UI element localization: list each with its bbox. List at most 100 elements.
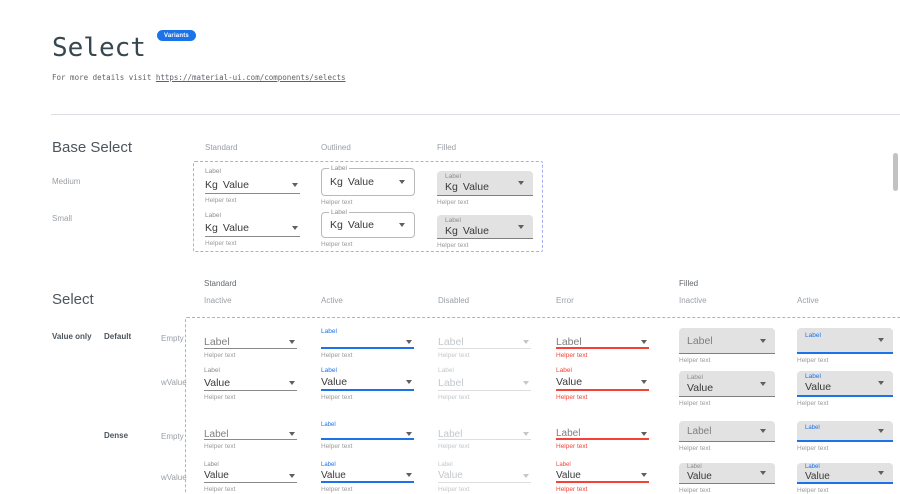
row-label-default: Default bbox=[104, 332, 132, 341]
floating-label: Label bbox=[205, 212, 221, 219]
dropdown-arrow-icon bbox=[289, 340, 295, 344]
state-header-filled-active: Active bbox=[797, 296, 819, 305]
state-header-active: Active bbox=[321, 296, 343, 305]
group-header-standard: Standard bbox=[204, 279, 237, 288]
dropdown-arrow-icon bbox=[641, 473, 647, 477]
outlined-label: Label bbox=[329, 209, 349, 216]
helper-text: Helper text bbox=[205, 240, 237, 247]
select-filled-inactive-wvalue[interactable]: Label Value Helper text bbox=[679, 371, 775, 407]
helper-text: Helper text bbox=[797, 357, 829, 364]
dropdown-arrow-icon bbox=[760, 429, 766, 433]
helper-text: Helper text bbox=[204, 352, 236, 359]
adornment: Kg bbox=[330, 176, 343, 188]
floating-label: Label bbox=[321, 422, 336, 428]
column-header-standard: Standard bbox=[205, 143, 238, 152]
dropdown-arrow-icon bbox=[523, 432, 529, 436]
select-standard-medium[interactable]: Label Kg Value Helper text bbox=[205, 167, 300, 204]
state-header-inactive: Inactive bbox=[204, 296, 232, 305]
select-value: Value bbox=[687, 381, 714, 394]
helper-text: Helper text bbox=[204, 443, 236, 450]
helper-text: Helper text bbox=[321, 486, 353, 493]
dropdown-arrow-icon bbox=[760, 471, 766, 475]
select-value: Kg Value bbox=[445, 224, 489, 237]
select-value: Kg Value bbox=[330, 219, 374, 231]
intro-text: For more details visit https://material-… bbox=[52, 73, 346, 82]
floating-label: Label bbox=[687, 373, 703, 381]
select-filled-dense-inactive-wvalue[interactable]: Label Value Helper text bbox=[679, 463, 775, 494]
floating-label: Label bbox=[321, 367, 337, 374]
select-outlined-medium[interactable]: Label Kg Value Helper text bbox=[321, 165, 415, 206]
select-placeholder: Label bbox=[556, 335, 582, 348]
helper-text: Helper text bbox=[797, 487, 829, 494]
state-header-disabled: Disabled bbox=[438, 296, 470, 305]
floating-label: Label bbox=[204, 462, 219, 468]
dropdown-arrow-icon bbox=[518, 181, 524, 185]
select-standard-error-wvalue[interactable]: Label Value Helper text bbox=[556, 366, 649, 401]
helper-text: Helper text bbox=[438, 352, 470, 359]
select-standard-active-wvalue[interactable]: Label Value Helper text bbox=[321, 366, 414, 401]
helper-text: Helper text bbox=[321, 443, 353, 450]
select-filled-medium[interactable]: Label Kg Value Helper text bbox=[437, 171, 533, 206]
floating-label: Label bbox=[321, 462, 336, 468]
select-filled-inactive-empty[interactable]: Label Helper text bbox=[679, 328, 775, 364]
select-dense-inactive-empty[interactable]: Label Helper text bbox=[204, 421, 297, 450]
select-outlined-small[interactable]: Label Kg Value Helper text bbox=[321, 209, 415, 248]
select-dense-active-empty[interactable]: Label Helper text bbox=[321, 421, 414, 450]
select-dense-inactive-wvalue[interactable]: Label Value Helper text bbox=[204, 461, 297, 493]
dropdown-arrow-icon bbox=[289, 473, 295, 478]
select-value: Value bbox=[321, 469, 346, 481]
dropdown-arrow-icon bbox=[878, 428, 884, 433]
select-value: Kg Value bbox=[445, 181, 489, 193]
select-filled-dense-active-wvalue[interactable]: Label Value Helper text bbox=[797, 463, 893, 494]
select-dense-error-wvalue[interactable]: Label Value Helper text bbox=[556, 461, 649, 493]
select-filled-dense-active-empty[interactable]: Label Helper text bbox=[797, 421, 893, 452]
select-filled-active-empty[interactable]: Label Helper text bbox=[797, 328, 893, 364]
select-standard-error-empty[interactable]: Label Helper text bbox=[556, 327, 649, 359]
column-header-filled: Filled bbox=[437, 143, 457, 152]
intro-prefix: For more details visit bbox=[52, 73, 156, 82]
select-placeholder: Label bbox=[556, 428, 581, 439]
select-standard-inactive-empty[interactable]: Label Helper text bbox=[204, 327, 297, 359]
dropdown-arrow-icon bbox=[523, 340, 529, 344]
docs-link[interactable]: https://material-ui.com/components/selec… bbox=[155, 73, 346, 82]
helper-text: Helper text bbox=[438, 486, 470, 493]
select-standard-active-empty[interactable]: Label Helper text bbox=[321, 327, 414, 359]
helper-text: Helper text bbox=[797, 445, 829, 452]
select-filled-small[interactable]: Label Kg Value Helper text bbox=[437, 215, 533, 249]
select-value: Kg Value bbox=[330, 176, 374, 188]
floating-label: Label bbox=[805, 463, 820, 470]
dropdown-arrow-icon bbox=[406, 380, 412, 384]
helper-text: Helper text bbox=[679, 400, 711, 407]
helper-text: Helper text bbox=[556, 486, 588, 493]
select-standard-inactive-wvalue[interactable]: Label Value Helper text bbox=[204, 366, 297, 401]
select-value: Kg Value bbox=[205, 222, 249, 234]
column-header-outlined: Outlined bbox=[321, 143, 351, 152]
row-label-dense: Dense bbox=[104, 431, 129, 440]
select-value: Value bbox=[204, 470, 229, 481]
select-value: Value bbox=[204, 376, 231, 389]
select-standard-small[interactable]: Label Kg Value Helper text bbox=[205, 211, 300, 247]
adornment: Kg bbox=[205, 222, 218, 234]
select-value: Value bbox=[556, 376, 583, 388]
outlined-label: Label bbox=[329, 165, 349, 172]
scrollbar-thumb[interactable] bbox=[893, 153, 898, 191]
state-header-filled-inactive: Inactive bbox=[679, 296, 707, 305]
select-filled-active-wvalue[interactable]: Label Value Helper text bbox=[797, 371, 893, 407]
select-dense-disabled-empty: Label Helper text bbox=[438, 421, 531, 450]
helper-text: Helper text bbox=[438, 443, 470, 450]
select-value: Value bbox=[687, 471, 712, 482]
dropdown-arrow-icon bbox=[523, 473, 529, 478]
dropdown-arrow-icon bbox=[760, 381, 766, 386]
select-placeholder: Label bbox=[438, 428, 463, 440]
select-dense-error-empty[interactable]: Label Helper text bbox=[556, 421, 649, 450]
dropdown-arrow-icon bbox=[399, 223, 405, 227]
row-label-wvalue: wValue bbox=[161, 473, 187, 482]
select-value: Value bbox=[321, 376, 348, 388]
helper-text: Helper text bbox=[321, 199, 353, 206]
dropdown-arrow-icon bbox=[878, 470, 884, 475]
row-label-medium: Medium bbox=[52, 177, 81, 186]
select-dense-active-wvalue[interactable]: Label Value Helper text bbox=[321, 461, 414, 493]
select-value: Label bbox=[438, 376, 464, 389]
select-filled-dense-inactive-empty[interactable]: Label Helper text bbox=[679, 421, 775, 452]
select-placeholder: Label bbox=[687, 334, 713, 347]
